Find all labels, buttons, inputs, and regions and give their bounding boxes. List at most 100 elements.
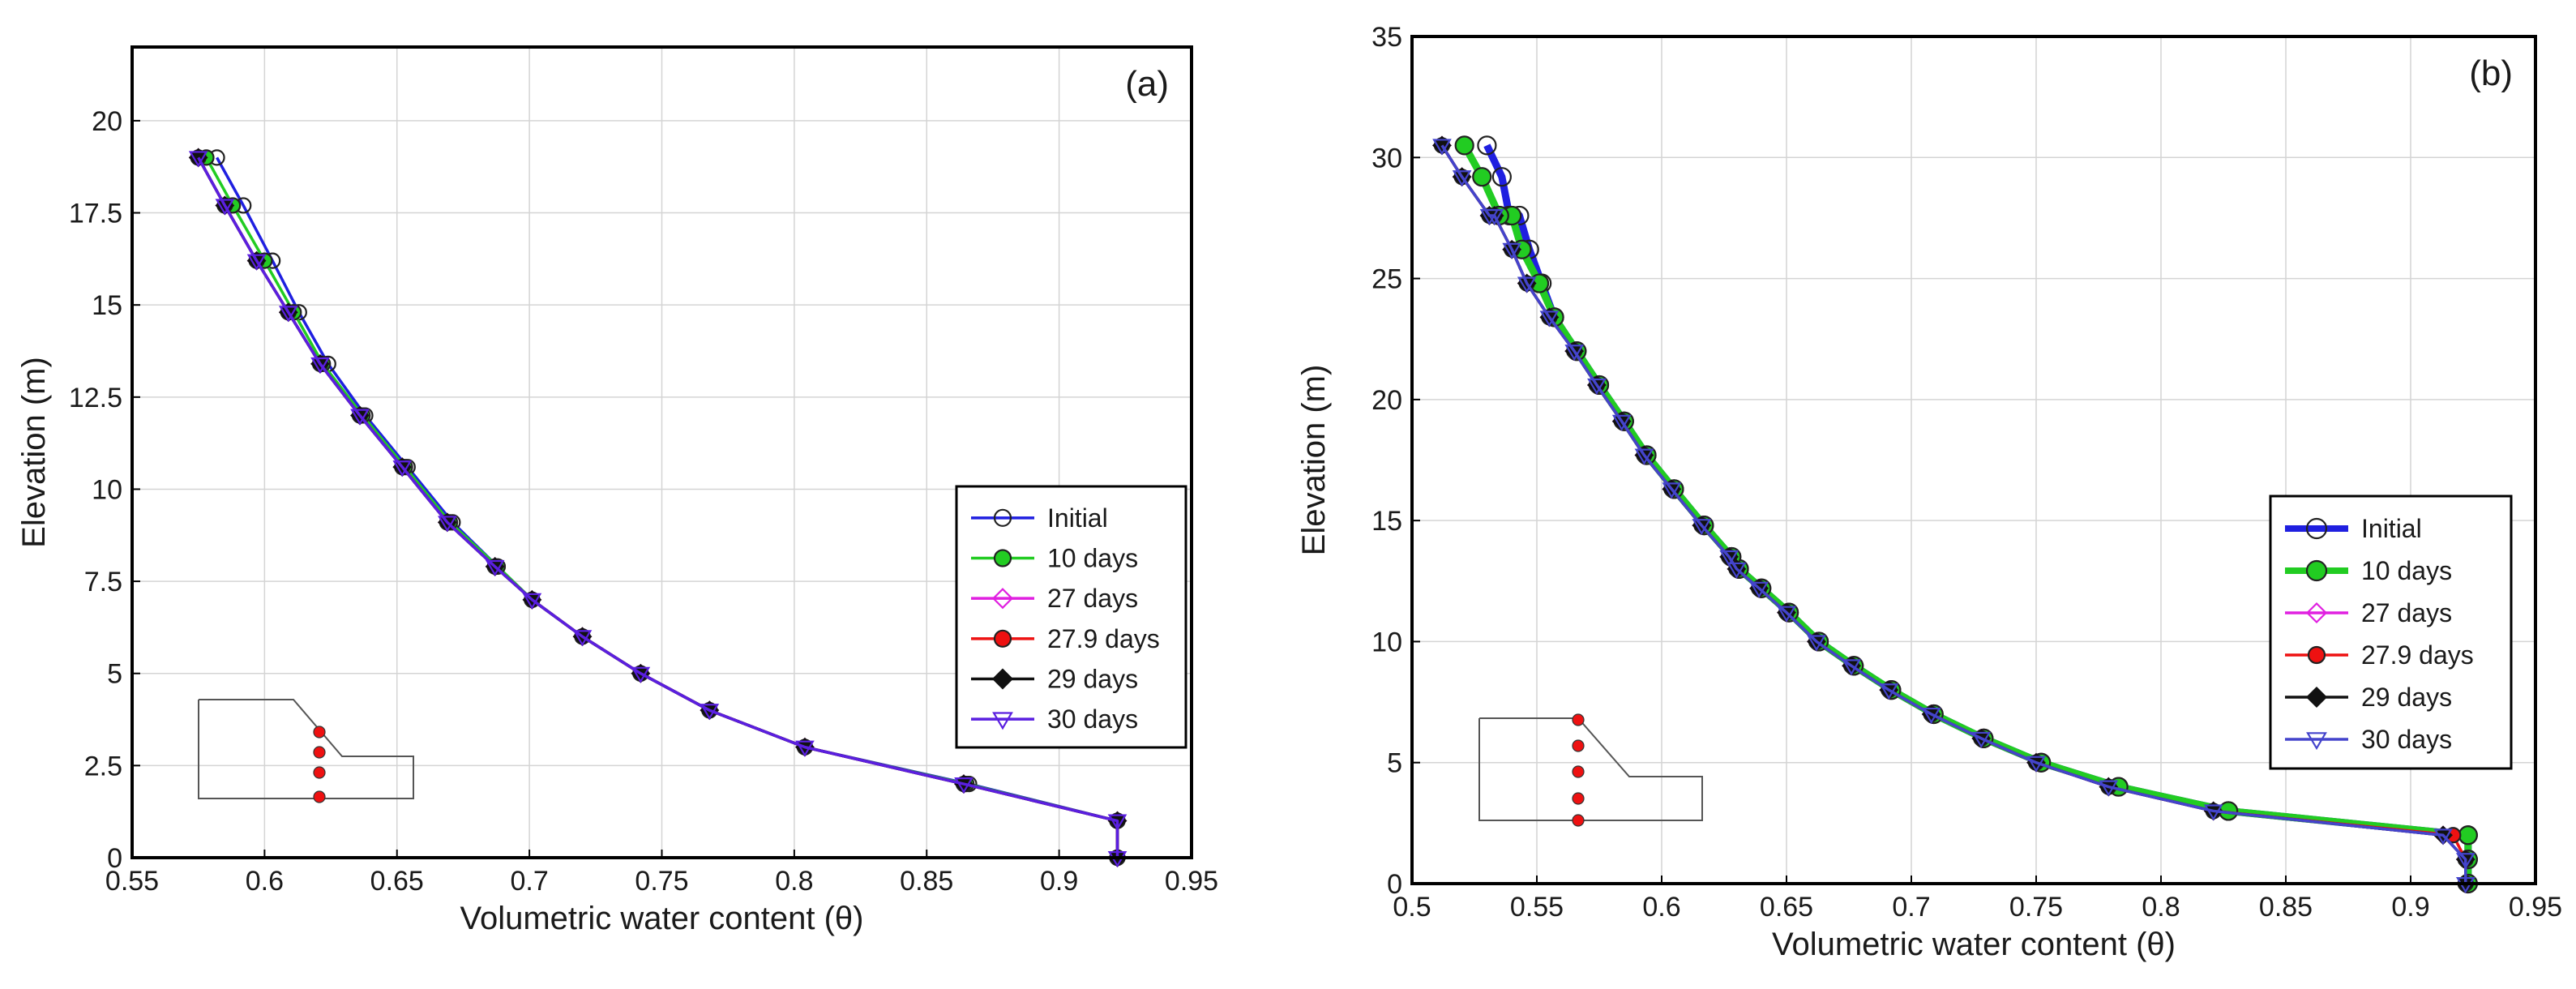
data-point [1692, 519, 1712, 536]
chart-panel-0: 0.55 0.6 0.65 0.7 0.75 0.8 0.85 0.9 0.95 0 2.5 5 7.5… [16, 45, 1218, 936]
y-tick-label: 5 [1387, 748, 1402, 779]
x-axis-label: Volumetric water content (θ) [460, 901, 864, 936]
x-tick-label: 0.9 [1040, 866, 1078, 897]
data-point [2458, 825, 2478, 846]
data-point [2099, 780, 2119, 797]
legend-marker [993, 629, 1012, 648]
x-tick-label: 0.55 [1510, 892, 1564, 923]
data-point [2455, 853, 2475, 870]
legend-label: 30 days [2361, 725, 2452, 754]
y-tick-label: 20 [1371, 385, 1402, 416]
legend-item: 30 days [2285, 725, 2452, 754]
legend-marker [993, 508, 1012, 527]
data-point [2203, 804, 2223, 821]
legend-marker [2305, 559, 2328, 582]
legend-label: Initial [2361, 514, 2422, 543]
x-tick-label: 0.8 [2142, 892, 2180, 923]
legend-item: 27 days [971, 584, 1138, 613]
data-point [522, 593, 542, 610]
data-point [1777, 606, 1796, 623]
x-tick-label: 0.75 [635, 866, 688, 897]
x-tick-label: 0.75 [2009, 892, 2063, 923]
monitoring-point [1572, 792, 1585, 805]
data-point [572, 630, 593, 647]
legend-label: 10 days [2361, 556, 2452, 585]
y-tick-label: 12.5 [69, 383, 122, 413]
y-tick-label: 15 [1371, 506, 1402, 537]
x-tick-label: 0.55 [105, 866, 159, 897]
series-line [197, 156, 1119, 858]
legend-item: 29 days [971, 665, 1138, 694]
legend-label: 30 days [1047, 704, 1138, 734]
data-point [392, 460, 413, 477]
data-point [1107, 814, 1128, 831]
slope-schematic-inset [198, 699, 414, 803]
legend-item: 30 days [971, 704, 1138, 734]
x-tick-label: 0.5 [1393, 892, 1431, 923]
monitoring-point [313, 726, 326, 739]
data-point [1921, 707, 1941, 725]
chart-panel-1: 0.5 0.55 0.6 0.65 0.7 0.75 0.8 0.85 0.9 0.95 0 5 10 1… [1296, 22, 2562, 962]
monitoring-point [1572, 765, 1585, 778]
data-point [188, 151, 208, 168]
y-tick-label: 5 [107, 659, 122, 690]
data-point [350, 409, 370, 426]
legend-marker [2306, 732, 2327, 751]
data-point [278, 306, 298, 323]
data-point [1454, 135, 1474, 156]
y-tick-label: 25 [1371, 264, 1402, 295]
slope-outline [1478, 717, 1703, 821]
x-tick-label: 0.6 [1642, 892, 1680, 923]
monitoring-point [1572, 739, 1585, 752]
x-tick-label: 0.7 [510, 866, 548, 897]
legend-marker [992, 712, 1013, 730]
legend-label: 10 days [1047, 544, 1138, 573]
data-point [485, 559, 505, 576]
legend-marker [2305, 602, 2328, 624]
x-tick-label: 0.95 [1165, 866, 1218, 897]
legend-label: Initial [1047, 503, 1108, 533]
panel-label: (b) [2469, 54, 2513, 93]
legend-item: 29 days [2285, 683, 2452, 712]
data-point [631, 666, 651, 683]
data-point [438, 516, 457, 533]
data-point [1432, 139, 1452, 156]
legend-label: 29 days [2361, 683, 2452, 712]
y-tick-label: 17.5 [69, 199, 122, 229]
legend-label: 27 days [2361, 598, 2452, 627]
y-tick-label: 10 [1371, 627, 1402, 657]
data-point [1479, 208, 1500, 226]
data-point [1879, 683, 1899, 700]
legend-item: 10 days [2285, 556, 2452, 585]
legend-box [955, 485, 1187, 749]
x-tick-label: 0.7 [1892, 892, 1930, 923]
monitoring-point [313, 790, 326, 803]
y-tick-label: 35 [1371, 22, 1402, 53]
y-axis-label: Elevation (m) [16, 357, 52, 548]
y-tick-label: 2.5 [84, 751, 122, 781]
data-point [1564, 345, 1585, 362]
data-point [1611, 414, 1632, 431]
data-point [1472, 167, 1492, 187]
legend-item: Initial [2285, 514, 2422, 543]
y-tick-label: 10 [92, 474, 122, 505]
legend-item: Initial [971, 503, 1108, 533]
y-tick-label: 15 [92, 290, 122, 321]
legend-marker [991, 668, 1014, 690]
data-point [1719, 550, 1739, 567]
data-point [1727, 562, 1747, 579]
y-tick-label: 30 [1371, 143, 1402, 173]
legend-item: 27.9 days [2285, 640, 2474, 670]
data-point [795, 740, 815, 757]
x-tick-label: 0.8 [775, 866, 813, 897]
data-point [700, 704, 720, 721]
data-point [1477, 135, 1497, 156]
y-axis-label: Elevation (m) [1296, 365, 1332, 556]
data-point [1539, 310, 1560, 328]
legend-item: 27 days [2285, 598, 2452, 627]
legend-marker [2305, 686, 2328, 709]
series-30-days [1432, 139, 2475, 894]
legend-marker [2305, 517, 2328, 540]
data-point [2433, 828, 2453, 846]
